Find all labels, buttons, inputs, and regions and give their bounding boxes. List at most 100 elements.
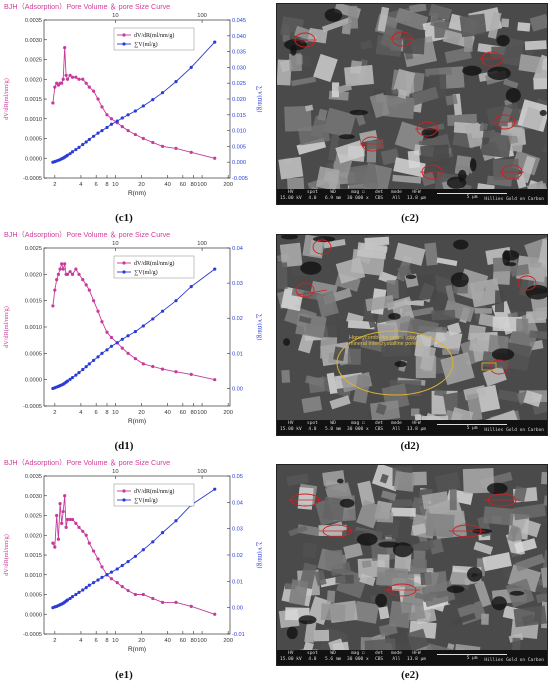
sem-crystal — [424, 570, 448, 593]
pore-annotation-line — [296, 289, 328, 296]
sem-crystal — [420, 171, 436, 187]
sumv-point — [141, 104, 145, 108]
right-tick-label: 0.03 — [232, 281, 243, 287]
sem-pore — [502, 250, 511, 266]
dvdr-point — [151, 596, 155, 601]
sem-crystal — [491, 46, 523, 59]
sem-pore — [284, 39, 307, 51]
sem-texture-e2 — [277, 465, 547, 665]
left-tick-label: 0.0015 — [25, 553, 42, 559]
sumv-point — [68, 377, 72, 381]
sem-crystal — [524, 236, 547, 265]
sumv-point — [120, 337, 124, 341]
sem-crystal — [529, 330, 547, 341]
right-tick-label: 0.05 — [232, 474, 243, 480]
dvdr-point — [56, 537, 61, 541]
sem-crystal — [462, 468, 495, 494]
sumv-point — [84, 365, 88, 369]
right-tick-label: 0.01 — [232, 579, 243, 585]
dvdr-point — [96, 97, 100, 101]
left-tick-label: 0.0020 — [25, 77, 42, 83]
dvdr-point — [53, 545, 57, 549]
sem-pore — [300, 261, 322, 275]
dvdr-point — [120, 585, 124, 589]
sem-crystal — [408, 4, 427, 14]
sem-crystal — [305, 375, 325, 387]
dvdr-point — [133, 357, 137, 361]
sumv-point — [120, 563, 124, 568]
sem-crystal — [418, 325, 448, 333]
y-left-axis-label: dV/dR(ml/nm/g) — [3, 534, 10, 576]
dvdr-point — [189, 150, 193, 154]
dvdr-point — [91, 549, 96, 553]
sumv-point — [87, 137, 91, 142]
sem-crystal — [421, 491, 450, 510]
x-tick-label: 20 — [138, 182, 144, 188]
sem-crystal — [345, 163, 379, 194]
sem-texture-c2 — [277, 4, 547, 204]
dvdr-point — [55, 278, 59, 282]
caption-c2: (c2) — [401, 212, 419, 224]
right-tick-label: 0.020 — [232, 97, 246, 103]
pore-annotation-circle — [312, 239, 332, 255]
x-tick-label: 8 — [105, 410, 108, 416]
sumv-point — [189, 285, 193, 289]
sem-crystal — [538, 522, 547, 544]
dvdr-point — [109, 577, 114, 581]
x-tick-label: 40 — [164, 410, 170, 416]
x-tick-label: 80 — [190, 182, 196, 188]
sem-crystal — [357, 480, 375, 506]
dvdr-point — [141, 592, 145, 597]
sem-crystal — [510, 263, 530, 277]
left-tick-label: 0.0005 — [25, 351, 42, 357]
sem-crystal — [375, 403, 387, 415]
series-sumv-line — [52, 488, 215, 609]
dvdr-point — [96, 309, 100, 313]
legend-swatch-marker — [122, 42, 126, 46]
sumv-point — [189, 65, 193, 69]
x-axis-label: R(nm) — [128, 418, 146, 425]
x-tick-label: 8 — [105, 182, 108, 188]
sumv-point — [133, 329, 137, 334]
sem-crystal — [513, 503, 547, 521]
left-tick-label: 0.0010 — [25, 117, 42, 123]
series-dvdr-line — [52, 262, 215, 381]
sem-crystal — [449, 487, 457, 511]
sem-crystal — [513, 485, 527, 503]
sem-pore — [405, 274, 417, 280]
sem-crystal — [393, 157, 426, 178]
sem-wd-label: WD — [330, 421, 336, 426]
chart-title: BJH（Adsorption）Pore Volume ＆ pore Size C… — [4, 458, 170, 467]
sem-crystal — [277, 262, 288, 289]
caption-c1: (c1) — [115, 212, 133, 224]
x-tick-label: 80 — [190, 410, 196, 416]
left-tick-label: 0.0015 — [25, 299, 42, 305]
dvdr-point — [65, 517, 70, 522]
sem-mode-label: mode — [391, 421, 402, 426]
y-right-axis-label: ∑V(ml/g) — [256, 314, 262, 341]
dvdr-point — [160, 144, 165, 148]
left-tick-label: 0.0035 — [25, 18, 42, 24]
sem-crystal — [324, 549, 344, 570]
sumv-point — [109, 570, 114, 574]
sem-crystal — [474, 308, 492, 314]
sem-pore — [356, 533, 378, 546]
sumv-point — [81, 142, 85, 147]
sem-hv-label: HV — [288, 190, 294, 195]
legend-box — [113, 483, 195, 507]
sem-crystal — [430, 16, 463, 34]
x-tick-label: 4 — [79, 638, 83, 644]
sumv-point — [115, 119, 119, 123]
sem-crystal — [317, 108, 328, 122]
left-tick-label: 0.0025 — [25, 246, 42, 252]
left-tick-label: 0.0005 — [25, 593, 42, 599]
dvdr-point — [65, 272, 70, 276]
sem-crystal — [443, 299, 475, 323]
right-tick-label: 0.02 — [232, 316, 243, 322]
sumv-point — [91, 358, 96, 362]
sem-crystal — [302, 542, 317, 559]
dvdr-point — [84, 533, 88, 537]
right-tick-label: -0.005 — [232, 176, 248, 182]
sem-crystal — [364, 638, 397, 654]
sem-wd: 5.0 mm — [325, 427, 342, 432]
